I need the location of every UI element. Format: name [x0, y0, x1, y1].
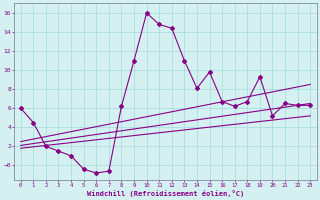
X-axis label: Windchill (Refroidissement éolien,°C): Windchill (Refroidissement éolien,°C): [87, 190, 244, 197]
